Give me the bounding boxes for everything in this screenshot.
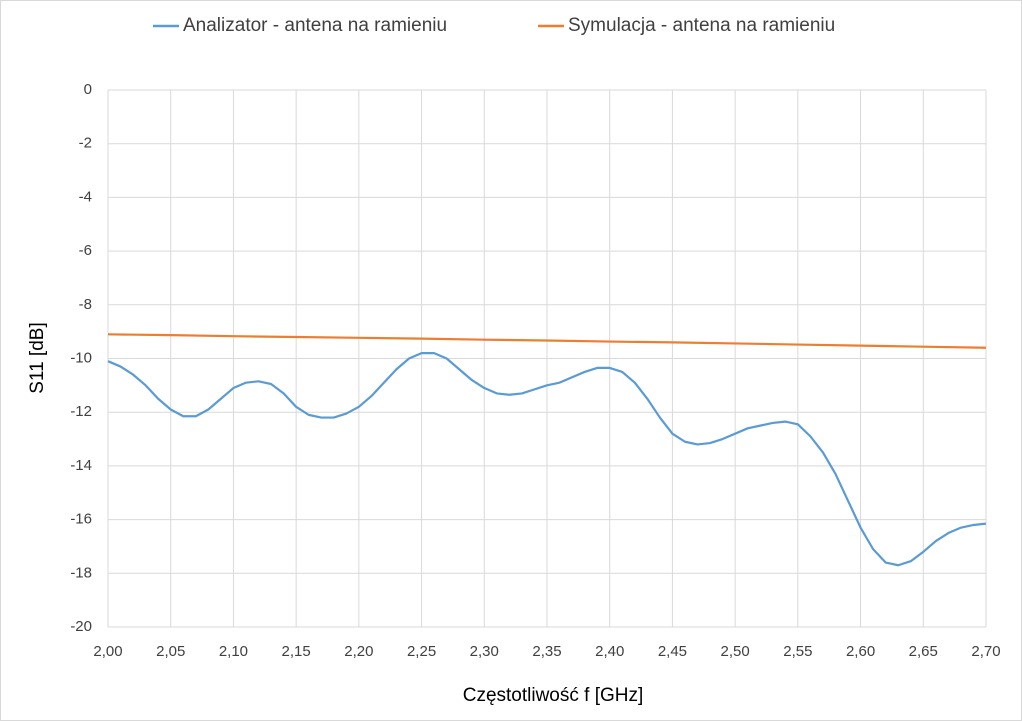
x-axis-title: Częstotliwość f [GHz]: [463, 685, 644, 706]
x-tick-label: 2,40: [595, 643, 624, 660]
x-tick-label: 2,20: [344, 643, 373, 660]
y-tick-label: -6: [79, 242, 92, 259]
legend-label: Symulacja - antena na ramieniu: [568, 15, 835, 36]
x-tick-label: 2,10: [219, 643, 248, 660]
y-axis-title: S11 [dB]: [27, 322, 48, 393]
y-tick-label: -4: [79, 188, 92, 205]
y-tick-label: -14: [70, 457, 92, 474]
x-tick-label: 2,65: [909, 643, 938, 660]
x-tick-label: 2,00: [93, 643, 122, 660]
series-line: [107, 333, 987, 349]
legend-label: Analizator - antena na ramieniu: [183, 15, 447, 36]
y-tick-label: -2: [79, 135, 92, 152]
x-tick-label: 2,35: [532, 643, 561, 660]
y-tick-label: -8: [79, 296, 92, 313]
x-tick-label: 2,45: [658, 643, 687, 660]
x-tick-label: 2,30: [470, 643, 499, 660]
y-tick-label: -12: [70, 403, 92, 420]
y-tick-label: -16: [70, 511, 92, 528]
y-tick-label: 0: [84, 81, 92, 98]
x-tick-label: 2,25: [407, 643, 436, 660]
y-tick-label: -20: [70, 618, 92, 635]
x-tick-label: 2,55: [783, 643, 812, 660]
y-tick-label: -18: [70, 564, 92, 581]
series-line: [107, 352, 987, 567]
x-tick-label: 2,70: [971, 643, 1000, 660]
y-tick-label: -10: [70, 349, 92, 366]
x-tick-label: 2,15: [282, 643, 311, 660]
x-tick-label: 2,60: [846, 643, 875, 660]
x-tick-label: 2,05: [156, 643, 185, 660]
x-tick-label: 2,50: [721, 643, 750, 660]
